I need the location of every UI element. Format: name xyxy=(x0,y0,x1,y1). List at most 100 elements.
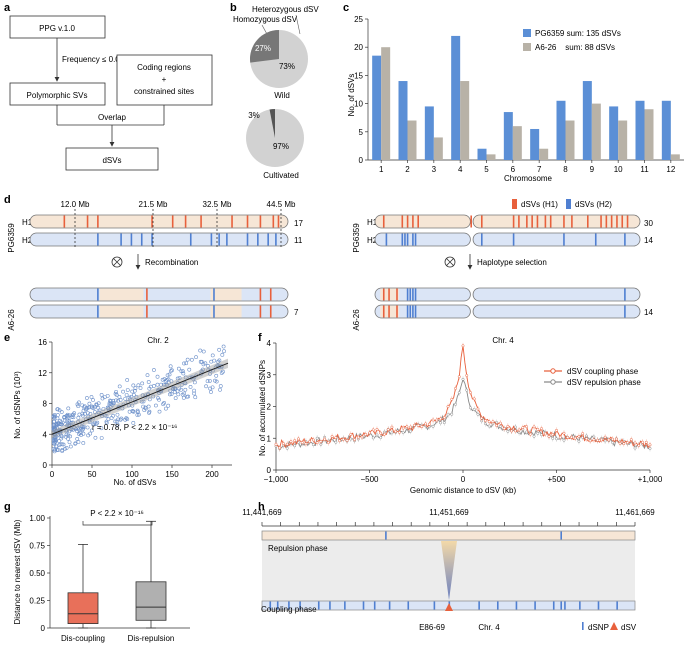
scatter-point xyxy=(51,447,56,451)
coupling-point xyxy=(330,435,334,438)
repulsion-point xyxy=(469,406,472,410)
chr4-h1-dsv-tick xyxy=(616,215,618,228)
a6-chr2-tick xyxy=(259,288,262,301)
scatter-point xyxy=(88,431,93,436)
panel-d: d PG6359 A6-26 H1 H2 12.0 Mb 21.5 Mb 32.… xyxy=(4,194,653,345)
scatter-point xyxy=(157,409,162,414)
chr2-h1-dsv-tick xyxy=(246,215,249,228)
coupling-dsnp-tick xyxy=(579,601,581,610)
coupling-point xyxy=(626,441,630,445)
panel-label-c: c xyxy=(343,2,349,14)
coord-left: 11,441,669 xyxy=(242,508,282,517)
chr2-h1-dsv-tick xyxy=(231,215,233,228)
scatter-point xyxy=(134,395,139,399)
scatter-point xyxy=(117,384,122,389)
scatter-point xyxy=(136,412,141,417)
e-xtick-label: 200 xyxy=(205,470,219,479)
scatter-point xyxy=(173,396,178,401)
box-ppg-label: PPG v.1.0 xyxy=(39,24,75,33)
coupling-point xyxy=(368,431,371,435)
scatter-point xyxy=(116,398,120,403)
pie-wild-hom xyxy=(250,29,279,63)
marker-21-5mb: 21.5 Mb xyxy=(139,200,168,209)
scatter-point xyxy=(173,386,178,391)
coupling-point xyxy=(446,405,450,408)
panel-label-e: e xyxy=(4,332,10,344)
coupling-dsnp-tick xyxy=(560,601,562,610)
coupling-dsnp-tick xyxy=(564,601,566,610)
chr2-h2-dsv-tick xyxy=(218,233,220,246)
panel-e: e 0 4 8 12 16 0 50 100 150 200 r = 0.78, P < 2.2 … xyxy=(4,332,232,487)
scatter-point xyxy=(156,396,160,401)
scatter-point xyxy=(86,433,91,438)
repulsion-point xyxy=(551,436,555,440)
a6-chr4-dsv-tick xyxy=(409,305,412,318)
scatter-point xyxy=(218,384,223,388)
scatter-point xyxy=(168,392,172,397)
scatter-point xyxy=(124,393,129,397)
scatter-point xyxy=(214,373,219,378)
scatter-point xyxy=(217,347,222,352)
coupling-point xyxy=(315,441,319,445)
coupling-point xyxy=(345,438,349,442)
scatter-point xyxy=(87,401,92,406)
coupling-point xyxy=(637,444,641,447)
coupling-point xyxy=(308,440,312,444)
coupling-point xyxy=(498,421,502,425)
panel-label-a: a xyxy=(4,2,11,14)
repulsion-point xyxy=(577,439,581,443)
legend-coupling: dSV coupling phase xyxy=(567,367,639,376)
coupling-dsnp-tick xyxy=(329,601,331,610)
box-coding-line1: Coding regions xyxy=(137,63,191,72)
coupling-dsnp-tick xyxy=(288,601,290,610)
scatter-point xyxy=(82,405,87,410)
coupling-point xyxy=(364,433,368,436)
coupling-point xyxy=(581,432,585,436)
panel-b: b Heterozygous dSV Homozygous dSV 27% 73… xyxy=(230,2,319,180)
coupling-point xyxy=(648,443,652,447)
scatter-point xyxy=(183,387,188,392)
coupling-point xyxy=(641,440,644,444)
overlap-label: Overlap xyxy=(98,113,127,122)
chr4-h1-dsv-tick xyxy=(605,215,608,228)
coupling-point xyxy=(356,435,360,439)
coupling-point xyxy=(360,435,364,439)
chr4-h1-dsv-tick xyxy=(544,215,547,228)
coupling-dsnp-tick xyxy=(388,601,391,610)
bar-pg6359-chr7 xyxy=(530,128,540,160)
chr4-h1-dsv-tick xyxy=(571,215,573,228)
scatter-point xyxy=(115,412,120,417)
legend-pg6359: PG6359 sum: 135 dSVs xyxy=(535,29,621,38)
repulsion-point xyxy=(311,443,315,447)
scatter-point xyxy=(63,446,67,451)
dsv-triangle xyxy=(445,603,453,611)
pie-cultivated-title: Cultivated xyxy=(263,171,299,180)
scatter-point xyxy=(210,353,215,358)
scatter-point xyxy=(88,411,93,416)
repulsion-point xyxy=(465,388,469,392)
chr2-h2-dsv-tick xyxy=(226,233,228,246)
chr4-h1-dsv-tick xyxy=(382,215,385,228)
coupling-label: Coupling phase xyxy=(261,605,317,614)
repulsion-point xyxy=(315,436,319,440)
scatter-point xyxy=(147,397,152,402)
a6-chr2-b-seg xyxy=(210,305,242,318)
chr4-h1-dsv-tick xyxy=(587,215,589,228)
scatter-point xyxy=(67,419,72,423)
a6-chr4-dsv-tick xyxy=(406,305,409,318)
scatter-axes: 0 4 8 12 16 0 50 100 150 200 xyxy=(38,338,232,479)
coupling-dsnp-tick xyxy=(534,601,536,610)
pie-wild-het-label: 73% xyxy=(279,62,295,71)
scatter-point xyxy=(143,405,148,410)
scatter-point xyxy=(87,420,92,424)
coupling-dsnp-tick xyxy=(433,601,436,610)
coupling-point xyxy=(570,435,573,439)
scatter-point xyxy=(99,393,104,397)
chr4-h1-dsv-tick xyxy=(406,215,409,228)
coupling-point xyxy=(311,438,315,442)
scatter-point xyxy=(109,416,114,420)
coupling-point xyxy=(427,422,431,426)
scatter-point xyxy=(99,436,104,440)
scatter-point xyxy=(147,410,151,415)
coupling-point xyxy=(334,436,338,440)
